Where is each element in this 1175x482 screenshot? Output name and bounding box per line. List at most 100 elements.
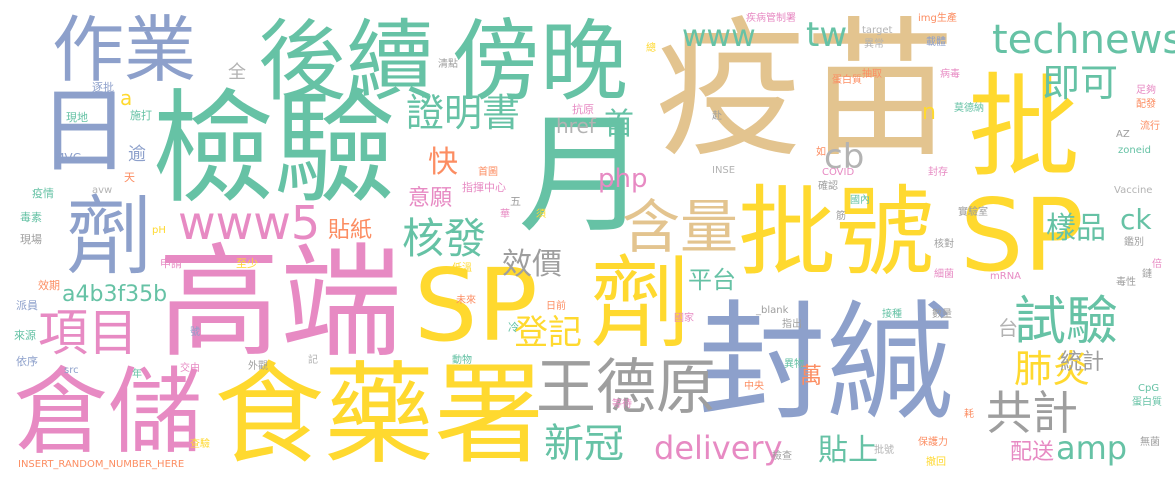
word-xijun: 細菌 bbox=[934, 269, 954, 280]
word-dengji: 登記 bbox=[514, 313, 582, 353]
word-xu: 須 bbox=[536, 209, 546, 220]
word-n: n bbox=[922, 100, 936, 125]
word-gaoduan: 高端 bbox=[158, 232, 402, 374]
word-hedui: 核對 bbox=[934, 239, 954, 250]
word-kuai: 快 bbox=[428, 145, 458, 180]
word-yue: 月 bbox=[518, 99, 649, 251]
word-mvc: MVC bbox=[54, 151, 81, 165]
word-href: href bbox=[556, 114, 596, 138]
word-jiaoyou: 交由 bbox=[180, 363, 200, 374]
word-chehui: 撤回 bbox=[926, 457, 946, 468]
word-shida: 施打 bbox=[130, 109, 152, 122]
word-xiangmu: 項目 bbox=[38, 304, 138, 362]
word-jiancha: 檢查 bbox=[772, 451, 792, 462]
word-duxing: 毒性 bbox=[1116, 277, 1136, 288]
word-feiyan: 肺炎 bbox=[1014, 347, 1091, 391]
word-zhichu: 指出 bbox=[782, 319, 802, 330]
word-mrna: mRNA bbox=[990, 271, 1022, 282]
word-php: php bbox=[598, 164, 648, 194]
word-pi: 批 bbox=[968, 63, 1080, 193]
word-zhishao: 至少 bbox=[236, 257, 258, 270]
word-xiaoqi: 效期 bbox=[38, 279, 60, 292]
word-danbaizhi-2: 蛋白質 bbox=[1132, 397, 1162, 408]
word-leng: 冷 bbox=[508, 321, 519, 334]
word-zhongyang: 中央 bbox=[744, 381, 764, 392]
word-inse: INSE bbox=[712, 165, 736, 176]
word-chouqu: 抽取 bbox=[862, 69, 882, 80]
word-quan: 全 bbox=[228, 62, 246, 83]
word-yixu: 依序 bbox=[16, 355, 38, 368]
word-shiyan: 試驗 bbox=[1014, 292, 1119, 352]
word-zoneid: zoneid bbox=[1118, 145, 1151, 156]
word-amp: amp bbox=[1056, 429, 1128, 467]
word-img: img生產 bbox=[918, 13, 957, 24]
word-bingdu: 病毒 bbox=[940, 69, 960, 80]
word-zhihuizhongxin: 指揮中心 bbox=[462, 181, 506, 194]
word-shenqing: 申請 bbox=[160, 257, 182, 270]
word-bei: 倍 bbox=[1152, 259, 1162, 270]
word-yiqing: 疫情 bbox=[32, 187, 54, 200]
word-chayan: 查驗 bbox=[190, 439, 210, 450]
word-zhupi: 逐批 bbox=[92, 81, 114, 94]
word-ru: 如 bbox=[816, 147, 826, 158]
word-riqian: 日前 bbox=[546, 301, 566, 312]
word-queren: 確認 bbox=[818, 181, 838, 192]
word-yiyuan: 意願 bbox=[408, 186, 453, 211]
word-shiyaoshu: 食藥署 bbox=[214, 351, 544, 479]
word-hanliang: 含量 bbox=[622, 193, 739, 261]
word-covid: COVID bbox=[822, 167, 855, 178]
word-jianyan: 檢驗 bbox=[152, 78, 396, 220]
word-waiguan: 外觀 bbox=[248, 361, 268, 372]
word-zhengmingshu: 證明書 bbox=[406, 91, 521, 135]
word-kangyuan: 抗原 bbox=[572, 103, 594, 116]
word-ji-2: 劑 bbox=[590, 245, 690, 362]
word-jin: 筋 bbox=[836, 211, 846, 222]
word-tw: tw bbox=[806, 15, 848, 55]
word-xianchang: 現場 bbox=[20, 233, 42, 246]
word-shuliang: 數量 bbox=[932, 309, 952, 320]
word-sp-2: SP bbox=[960, 177, 1084, 294]
word-bangwan: 傍晚 bbox=[452, 10, 629, 113]
word-peisong: 配送 bbox=[1010, 440, 1055, 465]
word-cb: cb bbox=[824, 137, 865, 177]
word-houxu: 後續 bbox=[258, 10, 435, 113]
word-shoutu: 首圖 bbox=[478, 167, 498, 178]
word-xiaojia: 效價 bbox=[502, 247, 562, 282]
word-www5: www5 bbox=[178, 196, 321, 250]
word-guojia: 國家 bbox=[674, 313, 694, 324]
word-fu: 赴 bbox=[712, 111, 722, 122]
word-peiyi: 配發 bbox=[1136, 99, 1156, 110]
word-xiandi: 現地 bbox=[66, 111, 88, 124]
word-laiyuan: 來源 bbox=[14, 329, 36, 342]
word-a4b3f35b: a4b3f35b bbox=[62, 282, 168, 307]
word-dengdai: 等待 bbox=[612, 399, 632, 410]
word-vaccine: Vaccine bbox=[1114, 185, 1153, 196]
word-www: www bbox=[682, 19, 756, 54]
word-diwen: 低溫 bbox=[452, 263, 472, 274]
word-zong: 總 bbox=[646, 43, 656, 54]
word-hua: 華 bbox=[500, 209, 510, 220]
word-paiyuan: 派員 bbox=[16, 299, 38, 312]
word-shiyanshi: 實驗室 bbox=[958, 207, 988, 218]
word-zugou: 足夠 bbox=[1136, 85, 1156, 96]
word-zuoye: 作業 bbox=[52, 8, 197, 92]
word-ji-1: 劑 bbox=[66, 187, 152, 287]
word-lian: 鏈 bbox=[1142, 269, 1152, 280]
word-avw: avw bbox=[92, 185, 113, 196]
word-cangchu: 倉儲 bbox=[14, 358, 203, 467]
word-ph: pH bbox=[152, 225, 166, 236]
word-wu: 五 bbox=[510, 195, 521, 208]
word-hao: 號 bbox=[190, 327, 200, 338]
word-tongji: 統計 bbox=[1060, 350, 1105, 375]
word-technews: technews bbox=[992, 17, 1175, 63]
word-ji-3: 記 bbox=[308, 355, 318, 366]
word-moderna: 莫德納 bbox=[954, 103, 984, 114]
word-weilai: 未來 bbox=[456, 295, 476, 306]
word-ck: ck bbox=[1120, 203, 1152, 236]
word-dongwu: 動物 bbox=[452, 355, 472, 366]
word-tai: 台 bbox=[998, 316, 1018, 340]
word-jiezhong: 接種 bbox=[882, 309, 902, 320]
word-yiwu: 異物 bbox=[784, 359, 804, 370]
word-cpg: CpG bbox=[1138, 383, 1160, 394]
word-insert-random-number-here: INSERT_RANDOM_NUMBER_HERE bbox=[18, 459, 185, 470]
